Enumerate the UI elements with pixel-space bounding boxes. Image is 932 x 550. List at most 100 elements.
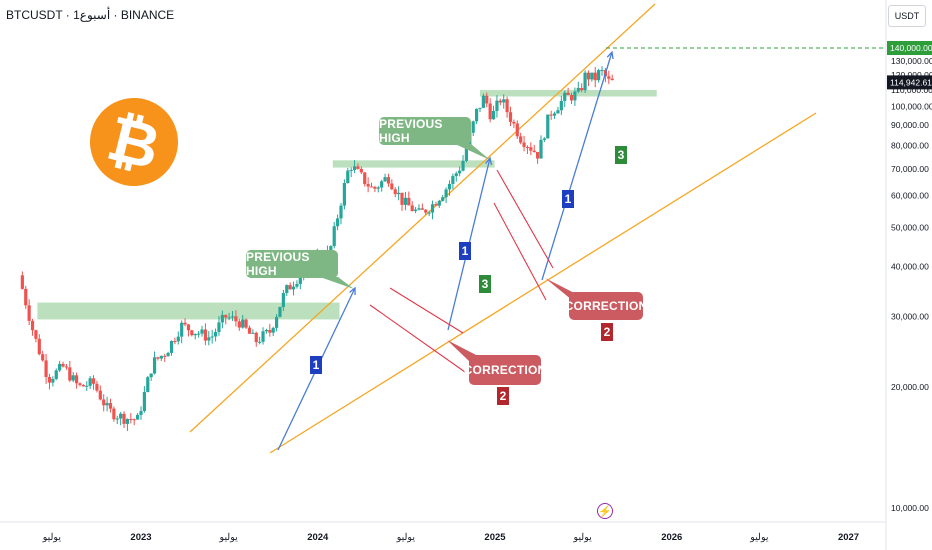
candle-body-146: [515, 123, 519, 137]
candle-body-124: [441, 197, 445, 201]
impulse-arrow-2024-head: [349, 286, 356, 296]
bitcoin-logo: ₿: [80, 88, 188, 222]
wave-1-badge-2024: 1: [310, 356, 322, 374]
candle-body-123: [437, 200, 441, 206]
x-tick-label-4: يوليو: [396, 532, 416, 543]
candle-body-131: [464, 148, 469, 161]
impulse-arrow-2025b: [541, 51, 613, 281]
candle-body-121: [430, 204, 435, 213]
candle-body-101: [363, 172, 367, 185]
previous-high-callout-2024: PREVIOUS HIGH: [246, 250, 338, 278]
candle-body-154: [542, 138, 546, 140]
y-tick-label-4: 50,000.00: [891, 222, 929, 232]
x-tick-label-3: 2024: [307, 532, 329, 543]
candle-body-161: [566, 92, 570, 95]
candle-body-25: [105, 403, 109, 406]
wave-3-badge-2025: 3: [615, 146, 627, 164]
candle-body-143: [505, 99, 509, 113]
candle-body-126: [447, 183, 452, 190]
candle-body-147: [519, 136, 523, 143]
candle-body-130: [461, 160, 465, 171]
previous-high-pointer-2025: [455, 144, 490, 160]
candle-body-171: [600, 70, 604, 72]
candle-body-53: [200, 329, 204, 334]
candle-body-156: [549, 114, 553, 116]
candle-body-54: [203, 329, 208, 341]
candle-body-173: [607, 76, 611, 79]
candle-body-157: [552, 113, 557, 116]
candle-body-62: [230, 316, 235, 318]
y-tick-label-0: 10,000.00: [891, 503, 929, 513]
candle-body-32: [129, 418, 133, 420]
candle-body-38: [149, 373, 153, 378]
candle-body-128: [454, 173, 458, 177]
candle-body-142: [502, 99, 506, 103]
candle-body-66: [244, 319, 248, 328]
candle-body-1: [24, 288, 28, 306]
candle-body-80: [291, 286, 296, 290]
candle-body-76: [278, 306, 282, 317]
x-tick-label-1: 2023: [130, 532, 151, 543]
candle-body-45: [173, 340, 177, 342]
x-tick-label-9: 2027: [838, 532, 859, 543]
candle-body-116: [413, 209, 418, 212]
candle-body-93: [336, 218, 340, 227]
candle-body-65: [241, 319, 245, 328]
candle-body-13: [64, 366, 69, 368]
candle-body-150: [529, 147, 533, 151]
lightning-icon[interactable]: ⚡: [597, 503, 613, 519]
candle-body-145: [512, 121, 516, 124]
current-price-label-box: [887, 75, 932, 90]
candle-body-4: [34, 330, 38, 339]
candle-body-127: [451, 176, 455, 184]
candle-body-98: [352, 166, 357, 170]
y-tick-label-9: 100,000.00: [891, 102, 932, 112]
candle-body-163: [573, 91, 577, 101]
y-tick-label-5: 60,000.00: [891, 191, 929, 201]
y-tick-label-3: 40,000.00: [891, 261, 929, 271]
candle-body-159: [559, 100, 563, 111]
candle-body-42: [163, 355, 167, 357]
impulse-arrow-2025a-head: [485, 156, 493, 165]
currency-selector[interactable]: USDT: [888, 5, 926, 27]
candle-body-78: [285, 285, 289, 294]
candle-body-51: [193, 333, 197, 336]
candle-body-81: [295, 283, 299, 287]
candle-body-36: [142, 392, 146, 412]
candle-body-105: [376, 187, 380, 189]
candle-body-107: [383, 177, 387, 182]
candle-body-91: [329, 246, 333, 251]
candle-body-96: [346, 170, 350, 184]
x-tick-label-0: يوليو: [42, 532, 62, 543]
wave-1-badge-2025a: 1: [459, 242, 471, 260]
channel-lower-line: [269, 112, 817, 454]
wave-1-badge-2025b: 1: [562, 190, 574, 208]
correction-callout-2025: CORRECTION: [565, 292, 647, 320]
candle-body-8: [47, 376, 52, 383]
candle-body-57: [213, 331, 218, 337]
candle-body-135: [478, 107, 482, 109]
candle-body-70: [258, 341, 262, 343]
candle-body-10: [54, 370, 58, 380]
target-price-label-box: [887, 41, 932, 55]
candle-body-118: [420, 208, 424, 210]
candle-body-165: [580, 87, 584, 91]
candle-body-30: [122, 413, 126, 424]
impulse-arrow-2025b-head: [606, 50, 614, 60]
candle-body-82: [298, 275, 302, 284]
candle-body-170: [597, 70, 601, 81]
candle-body-71: [261, 331, 265, 342]
candle-body-162: [569, 94, 574, 101]
candle-body-47: [180, 322, 184, 337]
candle-body-167: [586, 72, 591, 80]
y-tick-label-1: 20,000.00: [891, 382, 929, 392]
chart-title: BTCUSDT · 1أسبوع · BINANCE: [6, 8, 175, 22]
channel-upper-line: [189, 3, 656, 433]
candle-body-67: [247, 327, 252, 334]
candle-body-5: [37, 338, 41, 355]
candle-body-75: [274, 316, 279, 328]
candle-body-0: [20, 275, 24, 289]
current-price-label: 114,942.61: [890, 77, 932, 87]
candle-body-100: [359, 168, 363, 173]
